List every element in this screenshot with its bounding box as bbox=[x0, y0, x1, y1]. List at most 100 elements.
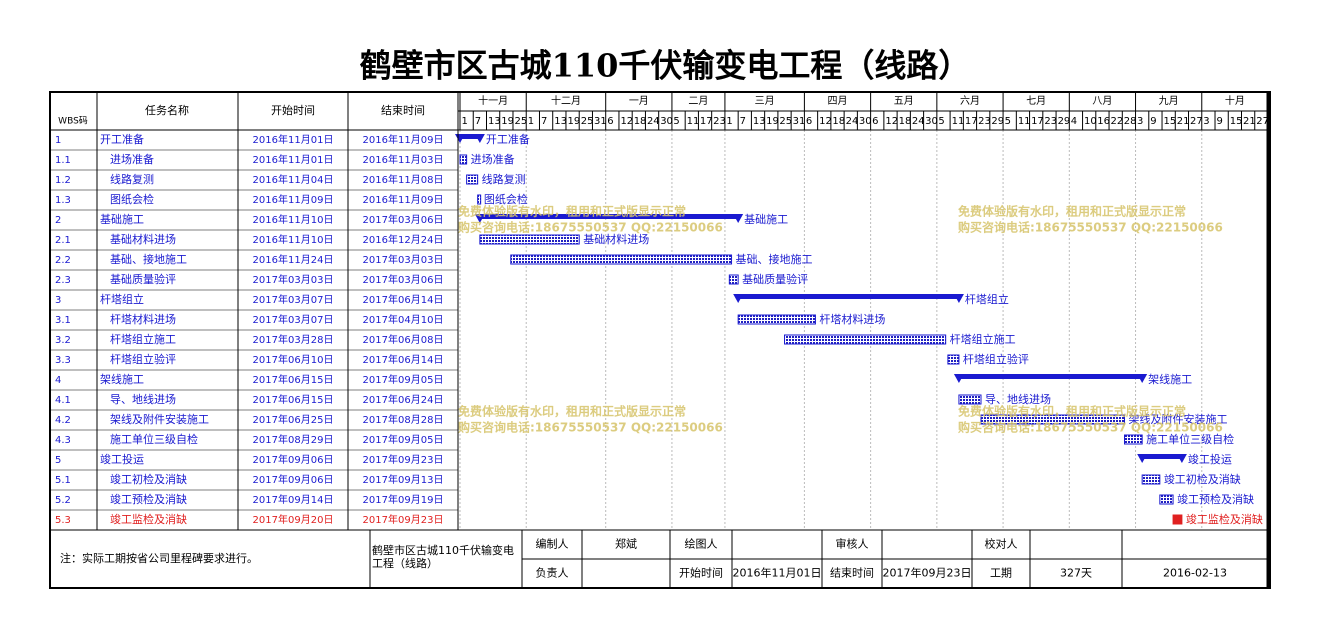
start-date: 2016年11月01日 bbox=[253, 133, 334, 146]
month-label: 六月 bbox=[960, 95, 980, 107]
summary-cap bbox=[1137, 374, 1148, 383]
wbs: 4.3 bbox=[55, 435, 71, 446]
summary-cap bbox=[953, 374, 964, 383]
task-name: 竣工预检及消缺 bbox=[110, 492, 187, 506]
end-date: 2017年04月10日 bbox=[363, 313, 444, 326]
start-date: 2017年09月06日 bbox=[253, 453, 334, 466]
summary-bar bbox=[1142, 454, 1182, 459]
day-label: 7 bbox=[740, 116, 746, 127]
day-label: 11 bbox=[952, 116, 965, 127]
summary-cap bbox=[733, 214, 744, 223]
day-label: 6 bbox=[607, 116, 613, 127]
task-name: 线路复测 bbox=[110, 172, 154, 186]
end-date: 2016年12月24日 bbox=[363, 233, 444, 246]
day-label: 30 bbox=[925, 116, 938, 127]
bar-label: 进场准备 bbox=[471, 152, 515, 166]
wbs: 4.1 bbox=[55, 395, 71, 406]
task-bar bbox=[958, 394, 982, 405]
wbs: 2.2 bbox=[55, 255, 71, 266]
end-date: 2016年11月08日 bbox=[363, 173, 444, 186]
footer-checker-label: 校对人 bbox=[985, 537, 1018, 551]
day-label: 4 bbox=[1071, 116, 1077, 127]
start-date: 2017年09月20日 bbox=[253, 513, 334, 526]
task-bar bbox=[510, 254, 733, 265]
task-name: 施工单位三级自检 bbox=[110, 432, 198, 446]
start-date: 2016年11月10日 bbox=[253, 233, 334, 246]
start-date: 2017年09月06日 bbox=[253, 473, 334, 486]
task-name: 开工准备 bbox=[100, 132, 144, 146]
watermark: 购买咨询电话:18675550537 QQ:22150066 bbox=[958, 220, 1223, 235]
bar-label: 竣工投运 bbox=[1188, 452, 1232, 466]
start-date: 2017年06月15日 bbox=[253, 393, 334, 406]
day-label: 27 bbox=[1256, 116, 1269, 127]
wbs: 5.3 bbox=[55, 515, 71, 526]
month-label: 四月 bbox=[828, 95, 848, 107]
day-label: 25 bbox=[779, 116, 792, 127]
end-date: 2017年06月14日 bbox=[363, 353, 444, 366]
task-name: 架线施工 bbox=[100, 372, 144, 386]
task-bar bbox=[1159, 494, 1174, 505]
start-date: 2017年08月29日 bbox=[253, 433, 334, 446]
day-label: 31 bbox=[594, 116, 607, 127]
task-bar bbox=[479, 234, 580, 245]
summary-cap bbox=[1137, 454, 1148, 463]
start-date: 2017年03月03日 bbox=[253, 273, 334, 286]
end-date: 2017年03月06日 bbox=[363, 273, 444, 286]
end-date: 2017年03月03日 bbox=[363, 253, 444, 266]
day-label: 17 bbox=[965, 116, 978, 127]
day-label: 31 bbox=[793, 116, 806, 127]
footer-end: 2017年09月23日 bbox=[883, 566, 972, 580]
start-date: 2016年11月04日 bbox=[253, 173, 334, 186]
month-label: 七月 bbox=[1026, 95, 1046, 107]
start-date: 2017年06月10日 bbox=[253, 353, 334, 366]
task-name: 杆塔组立 bbox=[100, 292, 144, 306]
wbs: 2 bbox=[55, 215, 61, 226]
bar-label: 竣工初检及消缺 bbox=[1164, 472, 1241, 486]
wbs: 2.3 bbox=[55, 275, 71, 286]
footer-note: 注：实际工期按省公司里程碑要求进行。 bbox=[60, 551, 258, 565]
start-date: 2017年03月07日 bbox=[253, 293, 334, 306]
wbs: 4.2 bbox=[55, 415, 71, 426]
day-label: 23 bbox=[978, 116, 991, 127]
day-label: 12 bbox=[620, 116, 633, 127]
bar-label: 图纸会检 bbox=[484, 192, 528, 206]
task-name: 导、地线进场 bbox=[110, 392, 176, 406]
start-date: 2016年11月24日 bbox=[253, 253, 334, 266]
day-label: 15 bbox=[1230, 116, 1243, 127]
title: 鹤壁市区古城110千伏输变电工程（线路） bbox=[360, 47, 971, 85]
end-date: 2016年11月09日 bbox=[363, 193, 444, 206]
day-label: 21 bbox=[1243, 116, 1256, 127]
day-label: 13 bbox=[753, 116, 766, 127]
end-date: 2017年06月08日 bbox=[363, 333, 444, 346]
day-label: 18 bbox=[634, 116, 647, 127]
day-label: 22 bbox=[1111, 116, 1124, 127]
footer-start-label: 开始时间 bbox=[679, 566, 723, 580]
start-date: 2017年03月28日 bbox=[253, 333, 334, 346]
wbs: 1 bbox=[55, 135, 61, 146]
bar-label: 导、地线进场 bbox=[985, 392, 1051, 406]
day-label: 13 bbox=[488, 116, 501, 127]
end-date: 2017年06月14日 bbox=[363, 293, 444, 306]
day-label: 17 bbox=[1031, 116, 1044, 127]
day-label: 12 bbox=[819, 116, 832, 127]
watermark: 免费体验版有水印，租用和正式版显示正常 bbox=[958, 404, 1186, 419]
task-name: 竣工监检及消缺 bbox=[110, 512, 187, 526]
watermark: 免费体验版有水印，租用和正式版显示正常 bbox=[458, 404, 686, 419]
footer-end-label: 结束时间 bbox=[830, 567, 874, 580]
task-name: 进场准备 bbox=[110, 152, 154, 166]
day-label: 18 bbox=[899, 116, 912, 127]
month-label: 三月 bbox=[755, 95, 775, 107]
bar-label: 基础施工 bbox=[744, 213, 788, 226]
header-start: 开始时间 bbox=[271, 103, 315, 117]
footer-owner-label: 负责人 bbox=[536, 566, 569, 580]
end-date: 2017年09月05日 bbox=[363, 433, 444, 446]
task-name: 杆塔材料进场 bbox=[110, 312, 176, 326]
bar-label: 杆塔组立 bbox=[965, 292, 1009, 306]
day-label: 29 bbox=[1058, 116, 1071, 127]
day-label: 7 bbox=[475, 116, 481, 127]
watermark: 免费体验版有水印，租用和正式版显示正常 bbox=[458, 204, 686, 219]
footer-date: 2016-02-13 bbox=[1163, 567, 1227, 580]
end-date: 2017年09月13日 bbox=[363, 473, 444, 486]
day-label: 5 bbox=[938, 116, 944, 127]
